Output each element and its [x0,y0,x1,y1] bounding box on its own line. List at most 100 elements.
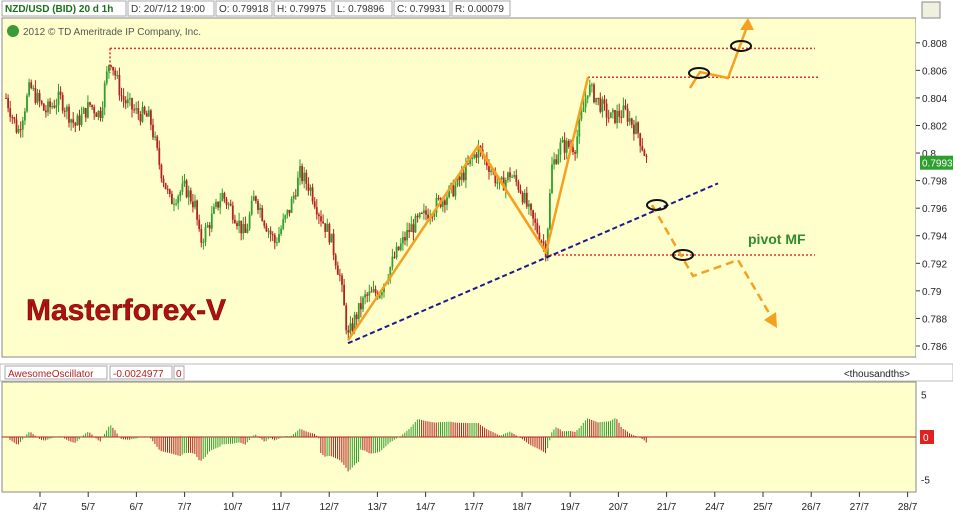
candle-body [5,97,7,99]
price-tick-label: 0.808 [922,39,947,50]
candle-body [131,98,133,110]
candle-body [509,172,511,178]
candle-body [280,228,282,235]
candle-body [567,140,570,147]
candle-body [576,136,579,154]
candle-body [414,215,417,233]
candle-body [467,163,469,165]
osc-value-box [109,365,173,380]
candle-body [238,220,240,227]
candle-body [294,195,297,197]
candle-body [633,124,635,134]
candle-body [129,98,131,100]
candle-body [198,219,201,230]
candle-body [574,152,576,154]
candle-body [234,219,236,224]
osc-name-box [4,365,108,380]
candle-body [150,110,152,125]
candle-body [126,99,129,104]
candle-body [622,105,625,118]
candle-body [221,192,224,202]
osc-flag: 0 [176,369,182,380]
candle-body [425,210,427,215]
candle-body [452,183,455,197]
candle-body [402,237,404,244]
candle-body [637,122,639,134]
candle-body [330,233,333,243]
candle-body [410,224,413,233]
candle-body [93,107,96,114]
candle-body [284,215,287,220]
candle-body [435,197,438,213]
candle-body [40,101,43,104]
candle-body [563,139,566,153]
header-open: O: 0.79918 [219,4,269,15]
candle-body [61,94,64,111]
candle-body [240,220,243,234]
candle-body [469,158,471,164]
time-tick-label: 13/7 [368,502,388,513]
candles-group [5,64,648,339]
candle-body [87,102,89,118]
candle-body [139,114,142,122]
candle-body [192,201,194,208]
candle-body [143,107,146,114]
price-tick-label: 0.796 [922,204,947,215]
candle-body [521,192,524,203]
candle-body [595,97,597,103]
header-close: C: 0.79931 [397,4,446,15]
zigzag-wave-extra-line [476,145,507,189]
candle-body [534,218,537,223]
candle-body [208,225,211,229]
candle-body [276,242,278,244]
candle-body [137,108,140,115]
candle-body [17,129,20,133]
candle-body [446,197,448,205]
candle-body [24,111,26,121]
header-field-box [127,0,215,17]
candle-body [586,95,589,99]
candle-body [248,214,251,229]
candle-body [118,75,121,96]
candle-body [15,119,18,133]
candle-body [160,164,163,179]
candle-body [465,163,467,181]
candle-body [423,210,425,214]
candle-body [628,118,631,122]
candle-body [231,205,234,220]
candle-body [532,210,534,219]
time-tick-label: 19/7 [560,502,580,513]
candle-body [311,187,314,202]
candle-body [273,235,276,243]
candle-body [591,84,593,86]
candle-body [177,196,180,204]
candle-body [525,192,528,207]
candle-body [147,110,150,117]
candle-body [605,103,608,118]
header-symbol: NZD/USD (BID) 20 d 1h [5,4,113,15]
candle-body [374,289,377,294]
candle-body [523,192,526,203]
candle-body [420,213,423,215]
price-tick-label: 0.79 [922,287,942,298]
candle-body [488,165,490,172]
candle-body [341,275,343,285]
time-tick-label: 10/7 [223,502,243,513]
candle-body [183,180,186,184]
candle-body [645,156,648,158]
candle-body [252,196,255,201]
candle-body [549,193,551,229]
time-tick-label: 5/7 [81,502,95,513]
candle-body [418,213,421,218]
candle-body [9,108,12,117]
candle-body [328,224,331,243]
candle-body [68,106,70,123]
header-date: D: 20/7/12 19:00 [131,4,205,15]
candle-body [599,97,602,112]
candle-body [158,147,161,165]
candle-body [593,84,595,103]
candle-body [378,295,381,298]
candle-body [32,87,35,89]
candle-body [30,82,33,89]
candle-body [164,183,167,189]
